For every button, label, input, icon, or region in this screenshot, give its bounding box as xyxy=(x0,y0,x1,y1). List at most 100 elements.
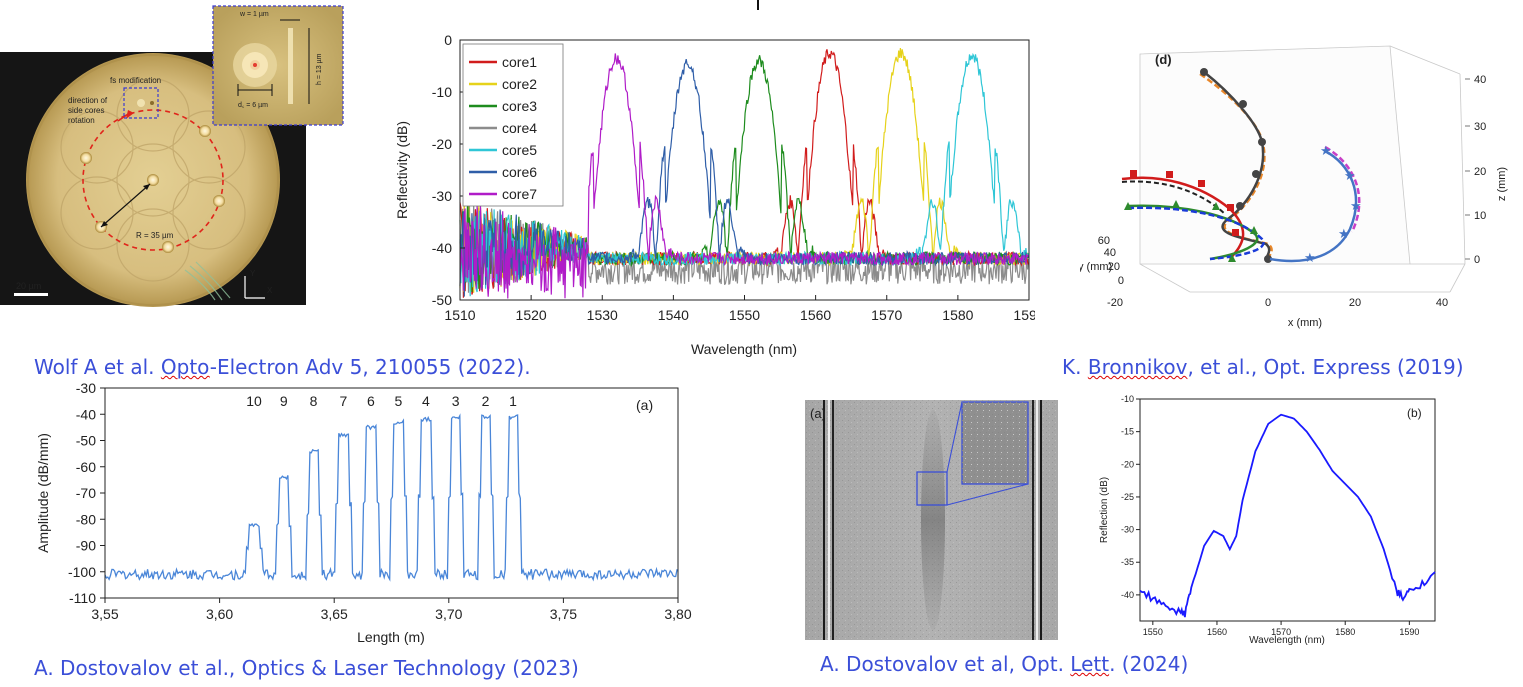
svg-text:★: ★ xyxy=(1344,168,1356,183)
chart1-ytick-label: -40 xyxy=(432,240,452,256)
chart2-xtick-label: 3,70 xyxy=(435,606,462,622)
chart2-ytick-label: -70 xyxy=(76,485,96,501)
chart4-ytick-label: -30 xyxy=(1121,525,1134,535)
x-tick-label: -20 xyxy=(1107,297,1123,309)
y-tick-label: 40 xyxy=(1104,247,1116,259)
amplitude-length-chart: 3,55 3,60 3,65 3,70 3,75 3,80 -30 -40 -50 -60 -70 -… xyxy=(35,380,692,645)
inset-height-label: h = 13 µm xyxy=(316,53,323,85)
grating-label: 5 xyxy=(394,393,402,409)
amplitude-series-line xyxy=(104,413,678,582)
chart4-panel-label: (b) xyxy=(1407,406,1422,420)
chart4-xtick-label: 1580 xyxy=(1335,627,1355,637)
chart4-ylabel: Reflection (dB) xyxy=(1099,477,1110,543)
chart4-xtick-label: 1550 xyxy=(1143,627,1163,637)
trajectory-core-violet xyxy=(1269,149,1358,263)
grating-label: 8 xyxy=(310,393,318,409)
grating-label: 3 xyxy=(452,393,460,409)
legend-label-core3: core3 xyxy=(502,98,537,114)
scan-panel-label: (a) xyxy=(810,406,826,421)
chart1-xlabel: Wavelength (nm) xyxy=(691,341,797,357)
rotation-label-2: side cores xyxy=(68,106,104,115)
chart1-xtick-label: 1580 xyxy=(942,307,973,323)
chart2-ytick-label: -60 xyxy=(76,459,96,475)
chart2-ylabel: Amplitude (dB/mm) xyxy=(35,433,51,553)
chart4-ytick-label: -35 xyxy=(1121,557,1134,567)
panel-d-label: (d) xyxy=(1155,52,1172,67)
chart1-xtick-label: 1530 xyxy=(587,307,618,323)
grating-label: 7 xyxy=(339,393,347,409)
axis-y-label: Y xyxy=(250,269,256,278)
chart2-ytick-label: -90 xyxy=(76,538,96,554)
top-divider-tick xyxy=(757,0,759,10)
chart1-xtick-label: 1590 xyxy=(1013,307,1035,323)
z-tick-label: 10 xyxy=(1474,210,1486,222)
rotation-label-3: rotation xyxy=(68,116,95,125)
chart4-ytick-label: -15 xyxy=(1121,427,1134,437)
svg-text:★: ★ xyxy=(1304,250,1316,265)
grating-label: 9 xyxy=(280,393,288,409)
grating-label: 1 xyxy=(509,393,517,409)
chart1-ytick-label: -20 xyxy=(432,136,452,152)
chart2-xtick-label: 3,55 xyxy=(91,606,118,622)
multicore-spectrum-chart: 1510 1520 1530 1540 1550 1560 1570 1580 1590 0 -10… xyxy=(395,32,1035,357)
chart2-ytick-label: -110 xyxy=(69,590,96,606)
legend-label-core1: core1 xyxy=(502,54,537,70)
x-tick-label: 40 xyxy=(1436,297,1448,309)
grating-label: 6 xyxy=(367,393,375,409)
chart4-ytick-label: -10 xyxy=(1121,394,1134,404)
series-line-core3 xyxy=(459,55,1029,293)
caption-dostovalov-2023: A. Dostovalov et al., Optics & Laser Tec… xyxy=(34,656,579,680)
chart4-ytick-label: -25 xyxy=(1121,492,1134,502)
legend-label-core7: core7 xyxy=(502,186,537,202)
chart4-xtick-label: 1590 xyxy=(1399,627,1419,637)
chart1-ytick-label: -30 xyxy=(432,188,452,204)
inset-diameter-label: d꜀ = 6 µm xyxy=(238,102,268,109)
legend-label-core6: core6 xyxy=(502,164,537,180)
svg-text:★: ★ xyxy=(1338,226,1350,241)
chart4-xlabel: Wavelength (nm) xyxy=(1249,635,1325,646)
chart1-xtick-label: 1570 xyxy=(871,307,902,323)
scale-bar xyxy=(14,293,48,296)
chart2-xtick-label: 3,65 xyxy=(321,606,348,622)
chart4-ytick-label: -20 xyxy=(1121,459,1134,469)
chart1-ylabel: Reflectivity (dB) xyxy=(395,121,410,219)
chart2-ytick-label: -40 xyxy=(76,406,96,422)
svg-text:★: ★ xyxy=(1320,143,1332,158)
chart1-xtick-label: 1560 xyxy=(800,307,831,323)
chart1-ytick-label: -10 xyxy=(432,84,452,100)
chart2-xlabel: Length (m) xyxy=(357,629,425,645)
grating-label: 10 xyxy=(246,393,262,409)
legend-label-core5: core5 xyxy=(502,142,537,158)
chart2-panel-label: (a) xyxy=(636,397,653,413)
z-tick-label: 40 xyxy=(1474,74,1486,86)
z-tick-label: 30 xyxy=(1474,121,1486,133)
scale-label: 20 µm xyxy=(16,281,41,291)
chart2-ytick-label: -100 xyxy=(68,564,96,580)
radius-label: R = 35 µm xyxy=(136,231,174,240)
chart1-legend-box xyxy=(462,43,564,207)
chart2-xtick-label: 3,80 xyxy=(664,606,691,622)
series-line-core7 xyxy=(459,53,1029,299)
x-tick-label: 0 xyxy=(1265,297,1271,309)
grating-label: 4 xyxy=(422,393,430,409)
x-axis-label: x (mm) xyxy=(1288,317,1322,329)
z-tick-label: 20 xyxy=(1474,166,1486,178)
y-tick-label: 20 xyxy=(1108,261,1120,273)
axis-x-label: X xyxy=(267,286,273,295)
caption-wolf: Wolf A et al. Opto-Electron Adv 5, 21005… xyxy=(34,355,531,379)
rotation-label-1: direction of xyxy=(68,96,108,105)
chart4-ytick-label: -40 xyxy=(1121,590,1134,600)
grating-label: 2 xyxy=(482,393,490,409)
chart2-xtick-label: 3,60 xyxy=(206,606,233,622)
chart2-xtick-label: 3,75 xyxy=(550,606,577,622)
fiber-scan-image: (a) xyxy=(805,400,1058,640)
legend-label-core4: core4 xyxy=(502,120,537,136)
chart2-ytick-label: -50 xyxy=(76,433,96,449)
trajectory-markers xyxy=(1200,68,1272,263)
z-axis-label: z (mm) xyxy=(1496,167,1508,201)
caption-dostovalov-2024: A. Dostovalov et al, Opt. Lett. (2024) xyxy=(820,652,1189,676)
chart1-xtick-label: 1540 xyxy=(658,307,689,323)
chart2-ytick-label: -30 xyxy=(76,380,96,396)
z-tick-label: 0 xyxy=(1474,254,1480,266)
inset-width-label: w = 1 µm xyxy=(239,11,269,18)
